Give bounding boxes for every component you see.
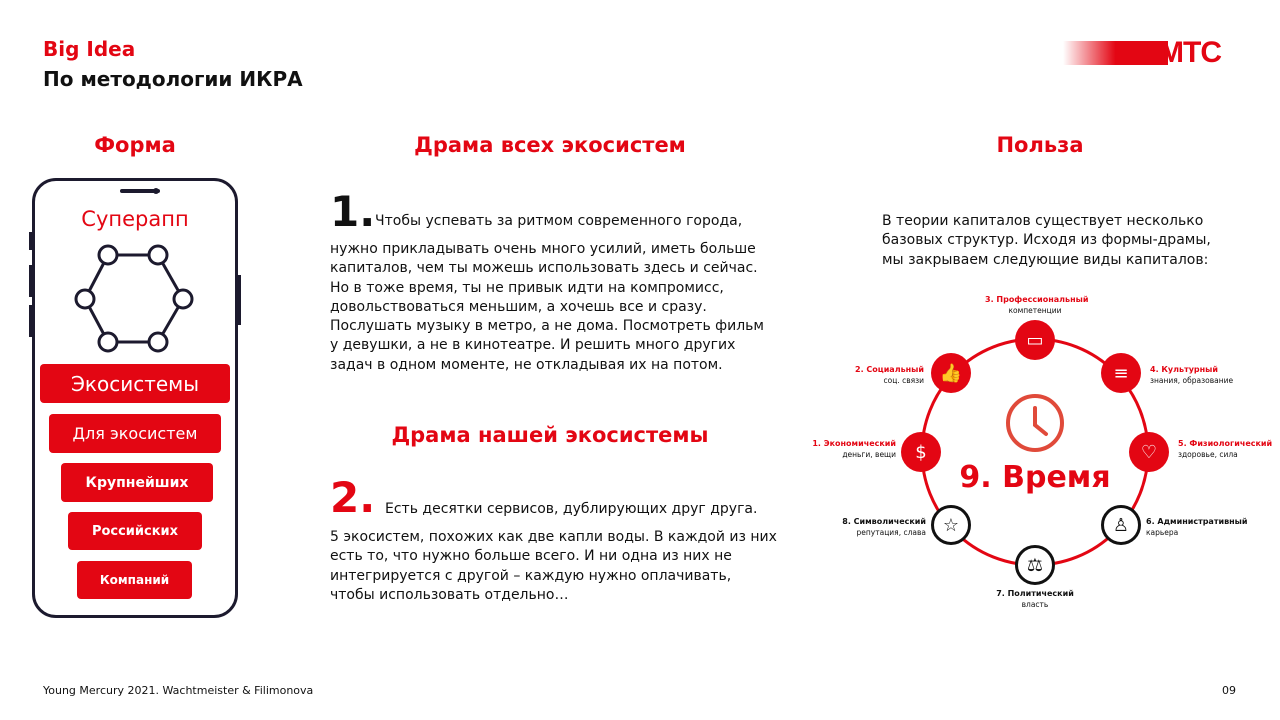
capital-8: 8. Символический репутация, слава xyxy=(842,517,926,537)
mts-logo: МТС xyxy=(1063,36,1238,69)
button-largest[interactable]: Крупнейших xyxy=(61,463,213,502)
ecosystem-hexagon-icon xyxy=(74,244,194,353)
benefit-text: В теории капиталов существует несколько … xyxy=(882,213,1211,268)
capital-6: 6. Административный карьера xyxy=(1146,517,1248,537)
button-russian[interactable]: Российских xyxy=(68,512,202,550)
briefcase-icon: ▭ xyxy=(1015,320,1055,360)
subtitle: По методологии ИКРА xyxy=(43,67,303,91)
scales-icon: ⚖ xyxy=(1015,545,1055,585)
number-1: 1. xyxy=(330,187,376,236)
official-icon: ♙ xyxy=(1101,505,1141,545)
capital-2: 2. Социальный соц. связи xyxy=(855,365,924,385)
drama-2-text: 5 экосистем, похожих как две капли воды.… xyxy=(330,529,777,603)
drama-all-heading: Драма всех экосистем xyxy=(414,133,686,157)
center-label-time: 9. Время xyxy=(959,460,1111,495)
capital-1: 1. Экономический деньги, вещи xyxy=(812,439,896,459)
thumbs-up-icon: 👍 xyxy=(931,353,971,393)
heart-pulse-icon: ♡ xyxy=(1129,432,1169,472)
capital-5: 5. Физиологический здоровье, сила xyxy=(1178,439,1273,459)
benefit-heading: Польза xyxy=(996,133,1084,157)
number-2: 2. xyxy=(330,473,376,522)
drama-2-lead: Есть десятки сервисов, дублирующих друг … xyxy=(385,501,758,517)
button-companies[interactable]: Компаний xyxy=(77,561,192,599)
phone-mockup xyxy=(32,178,238,618)
scroll-icon: ≡ xyxy=(1101,353,1141,393)
capital-3: 3. Профессиональный компетенции xyxy=(985,295,1089,315)
coins-icon: $ xyxy=(901,432,941,472)
capital-4: 4. Культурный знания, образование xyxy=(1150,365,1234,385)
drama-1-text: нужно прикладывать очень много усилий, и… xyxy=(330,241,764,373)
forma-heading: Форма xyxy=(94,133,176,157)
footer-credit: Young Mercury 2021. Wachtmeister & Filim… xyxy=(43,684,314,697)
star-icon: ☆ xyxy=(931,505,971,545)
app-title: Суперапп xyxy=(81,207,189,231)
button-ecosystems[interactable]: Экосистемы xyxy=(40,364,230,403)
button-for-ecosystems[interactable]: Для экосистем xyxy=(49,414,221,453)
capital-7: 7. Политический власть xyxy=(996,589,1074,609)
drama-1-lead: Чтобы успевать за ритмом современного го… xyxy=(375,213,743,229)
clock-icon xyxy=(1006,394,1064,452)
title: Big Idea xyxy=(43,37,136,61)
drama-ours-heading: Драма нашей экосистемы xyxy=(391,423,709,447)
page-number: 09 xyxy=(1222,684,1236,697)
